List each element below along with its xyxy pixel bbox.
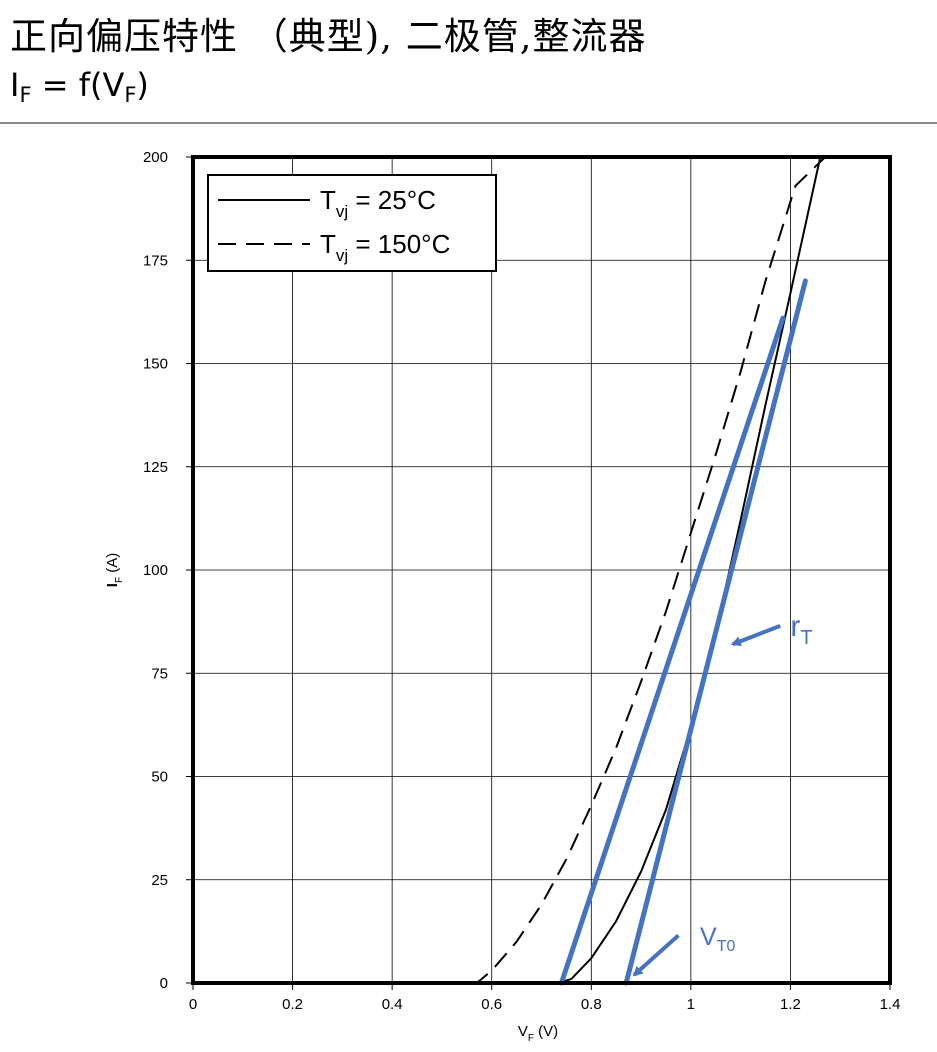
grid <box>193 157 890 983</box>
y-tick-label: 150 <box>143 356 168 373</box>
y-tick-label: 100 <box>143 562 168 579</box>
x-axis-label-sub: F <box>528 1033 534 1044</box>
x-axis-label-unit: (V) <box>534 1023 558 1040</box>
x-tick-label: 0.6 <box>481 996 502 1013</box>
y-axis-label: IF (A) <box>104 553 125 587</box>
legend-label-main: T <box>320 229 336 259</box>
subtitle-end: ) <box>136 66 149 104</box>
y-axis-label-main: I <box>104 583 121 587</box>
x-tick-label: 1.4 <box>880 996 901 1013</box>
x-axis-label: VF (V) <box>518 1023 558 1044</box>
legend-label-2: Tvj = 150°C <box>320 229 450 265</box>
rt-label: rT <box>790 610 812 649</box>
page-subtitle: IF = f(VF) <box>10 66 149 107</box>
legend-label-main: T <box>320 185 336 215</box>
legend-label-sub: vj <box>336 202 348 221</box>
rt-label-main: r <box>790 610 800 643</box>
subtitle-sub2: F <box>124 83 137 107</box>
y-axis-label-unit: (A) <box>104 553 121 577</box>
subtitle-main: I <box>10 66 20 104</box>
ticks: 0 0.2 0.4 0.6 0.8 1 1.2 1.4 0 25 50 75 100 125 150 175 2… <box>143 149 900 1013</box>
x-tick-label: 0.2 <box>282 996 303 1013</box>
subtitle-mid: = f(V <box>31 66 125 104</box>
y-tick-label: 0 <box>160 975 168 992</box>
x-tick-label: 0.8 <box>581 996 602 1013</box>
annotations: rT VT0 <box>632 610 813 977</box>
page-title: 正向偏压特性 （典型), 二极管,整流器 <box>10 15 647 58</box>
x-tick-label: 0.4 <box>382 996 403 1013</box>
vt0-label: VT0 <box>700 923 735 955</box>
subtitle-sub1: F <box>19 83 32 107</box>
legend-label-rest: = 150°C <box>348 229 450 259</box>
vt0-arrow <box>632 933 680 977</box>
y-tick-label: 125 <box>143 459 168 476</box>
y-tick-label: 50 <box>151 769 168 786</box>
overlay-group <box>558 278 808 986</box>
x-axis-label-main: V <box>518 1023 528 1040</box>
legend-box <box>207 174 497 272</box>
x-tick-label: 0 <box>189 996 197 1013</box>
legend-label-rest: = 25°C <box>348 185 436 215</box>
vt0-label-sub: T0 <box>717 938 736 955</box>
x-tick-label: 1.2 <box>780 996 801 1013</box>
overlay-line-1 <box>558 315 786 986</box>
series-line-1 <box>193 157 822 983</box>
series-group <box>193 157 826 983</box>
vt0-label-main: V <box>700 923 717 951</box>
legend-label-1: Tvj = 25°C <box>320 185 436 221</box>
y-tick-label: 175 <box>143 252 168 269</box>
axis-labels: VF (V)IF (A) <box>104 553 558 1044</box>
y-tick-label: 200 <box>143 149 168 166</box>
rt-arrow <box>730 623 782 647</box>
y-axis-label-sub: F <box>114 577 125 583</box>
x-tick-label: 1 <box>687 996 695 1013</box>
y-tick-label: 75 <box>151 665 168 682</box>
header-divider <box>0 122 937 124</box>
overlay-line-2 <box>623 278 808 986</box>
y-tick-label: 25 <box>151 872 168 889</box>
rt-label-sub: T <box>800 627 812 649</box>
series-line-2 <box>193 157 826 983</box>
legend-label-sub: vj <box>336 246 348 265</box>
